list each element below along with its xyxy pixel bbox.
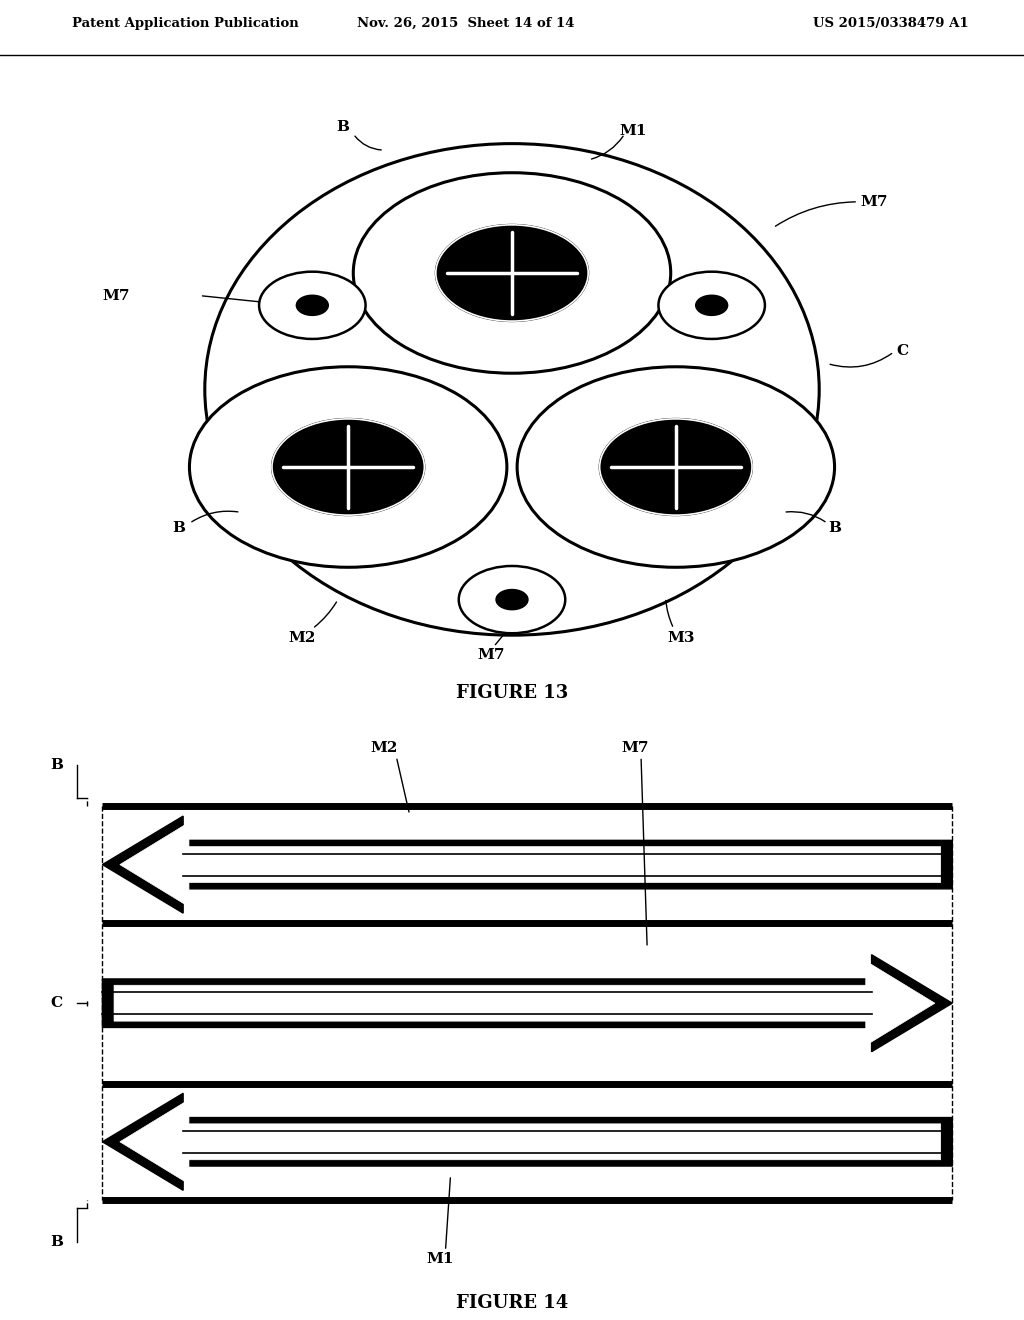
Text: FIGURE 13: FIGURE 13 — [456, 684, 568, 702]
Circle shape — [695, 296, 728, 315]
Circle shape — [272, 418, 424, 515]
Circle shape — [296, 296, 329, 315]
Circle shape — [658, 272, 765, 339]
Polygon shape — [120, 822, 941, 907]
Text: M3: M3 — [668, 631, 694, 645]
Circle shape — [459, 566, 565, 634]
Circle shape — [353, 173, 671, 374]
Polygon shape — [102, 954, 952, 1052]
Text: M1: M1 — [620, 124, 647, 137]
Text: Nov. 26, 2015  Sheet 14 of 14: Nov. 26, 2015 Sheet 14 of 14 — [357, 17, 574, 30]
Text: C: C — [50, 997, 62, 1010]
Text: M1: M1 — [427, 1253, 454, 1266]
Text: B: B — [50, 758, 62, 772]
Text: FIGURE 14: FIGURE 14 — [456, 1294, 568, 1312]
Circle shape — [496, 590, 528, 610]
Text: M2: M2 — [289, 631, 315, 645]
Text: C: C — [896, 343, 908, 358]
Circle shape — [600, 418, 752, 515]
Circle shape — [189, 367, 507, 568]
Text: Patent Application Publication: Patent Application Publication — [72, 17, 298, 30]
Text: B: B — [337, 120, 349, 135]
Text: B: B — [828, 521, 841, 536]
Polygon shape — [102, 1093, 952, 1191]
Polygon shape — [120, 1100, 941, 1184]
Text: B: B — [173, 521, 185, 536]
Circle shape — [517, 367, 835, 568]
Text: M7: M7 — [860, 195, 888, 209]
Circle shape — [259, 272, 366, 339]
Text: B: B — [50, 1234, 62, 1249]
Polygon shape — [102, 816, 952, 913]
Text: M7: M7 — [478, 648, 505, 661]
Text: M2: M2 — [371, 741, 397, 755]
Text: M7: M7 — [102, 289, 130, 302]
Text: M7: M7 — [622, 741, 648, 755]
Circle shape — [436, 224, 588, 321]
Text: US 2015/0338479 A1: US 2015/0338479 A1 — [813, 17, 969, 30]
Polygon shape — [114, 961, 935, 1045]
